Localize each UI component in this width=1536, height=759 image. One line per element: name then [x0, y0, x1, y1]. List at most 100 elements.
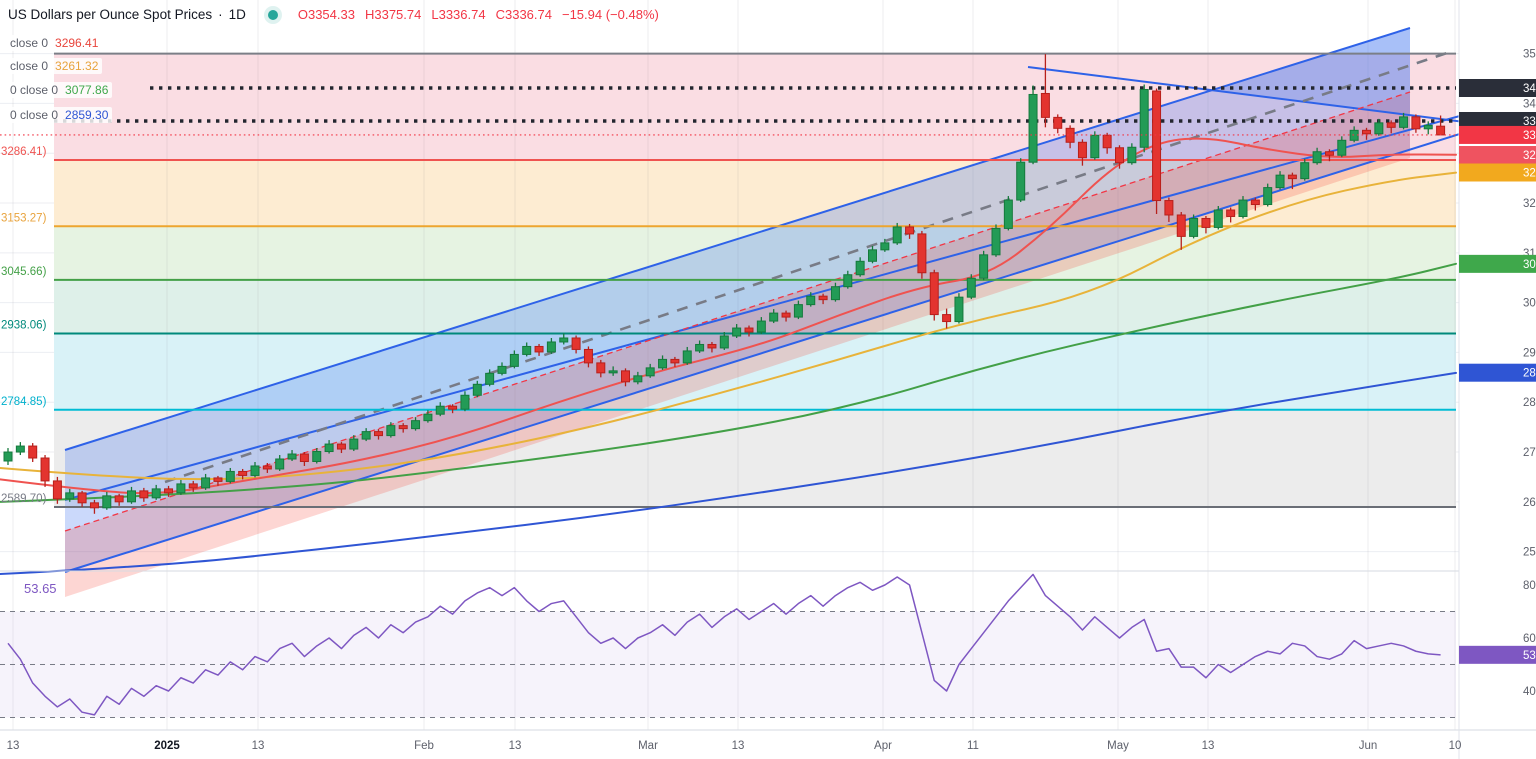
candle-up[interactable] — [769, 312, 779, 322]
candle-down[interactable] — [942, 314, 952, 323]
candle-down[interactable] — [929, 272, 939, 316]
candle-down[interactable] — [299, 453, 309, 462]
candle-up[interactable] — [1238, 199, 1248, 217]
candle-up[interactable] — [830, 286, 840, 301]
candle-up[interactable] — [485, 372, 495, 385]
candle-down[interactable] — [744, 327, 754, 333]
indicator-legend-row[interactable]: 0 close 0 3077.86 — [6, 82, 113, 98]
candle-down[interactable] — [139, 490, 149, 499]
candle-up[interactable] — [497, 365, 507, 374]
candle-down[interactable] — [238, 470, 248, 476]
candle-up[interactable] — [250, 465, 260, 476]
candle-up[interactable] — [349, 438, 359, 450]
candle-down[interactable] — [52, 480, 62, 500]
symbol-title[interactable]: US Dollars per Ounce Spot Prices — [8, 7, 213, 22]
candle-down[interactable] — [1287, 174, 1297, 180]
candle-up[interactable] — [386, 425, 396, 437]
candle-up[interactable] — [201, 477, 211, 489]
candle-down[interactable] — [336, 443, 346, 450]
candle-down[interactable] — [1152, 90, 1162, 202]
candle-up[interactable] — [423, 413, 433, 422]
interval-label[interactable]: 1D — [228, 7, 246, 22]
indicator-legend-row[interactable]: close 0 3296.41 — [6, 35, 103, 51]
candle-up[interactable] — [509, 353, 519, 367]
candle-up[interactable] — [1374, 122, 1384, 135]
candle-down[interactable] — [1176, 214, 1186, 237]
candle-up[interactable] — [991, 227, 1001, 256]
candle-up[interactable] — [65, 492, 75, 500]
candle-up[interactable] — [1028, 93, 1038, 163]
candle-down[interactable] — [89, 502, 99, 509]
candle-down[interactable] — [1164, 200, 1174, 216]
horizontal-level-lines[interactable] — [54, 52, 1456, 508]
candlestick-series[interactable] — [3, 54, 1446, 514]
candle-up[interactable] — [1189, 217, 1199, 237]
candle-down[interactable] — [621, 370, 630, 383]
candle-down[interactable] — [114, 495, 124, 503]
candle-up[interactable] — [1337, 139, 1347, 156]
candle-up[interactable] — [793, 304, 803, 318]
candle-down[interactable] — [1436, 125, 1446, 136]
candle-down[interactable] — [583, 348, 593, 364]
candle-down[interactable] — [534, 345, 544, 353]
candle-down[interactable] — [1053, 116, 1063, 129]
candle-up[interactable] — [1213, 209, 1223, 228]
rsi-pane[interactable] — [0, 570, 1536, 719]
candle-down[interactable] — [77, 492, 87, 504]
candle-down[interactable] — [905, 226, 915, 235]
candle-up[interactable] — [658, 358, 668, 369]
candle-up[interactable] — [880, 242, 890, 251]
candle-up[interactable] — [633, 375, 643, 383]
candle-up[interactable] — [102, 495, 112, 509]
candle-up[interactable] — [3, 451, 13, 462]
candle-down[interactable] — [1102, 134, 1112, 149]
candle-down[interactable] — [1324, 151, 1334, 156]
candle-up[interactable] — [15, 445, 25, 453]
candle-down[interactable] — [818, 295, 828, 301]
candle-up[interactable] — [966, 277, 976, 298]
candle-down[interactable] — [1077, 141, 1087, 159]
candle-up[interactable] — [559, 337, 569, 343]
candle-up[interactable] — [608, 370, 618, 374]
candle-up[interactable] — [1300, 162, 1310, 180]
candle-up[interactable] — [225, 470, 235, 482]
candle-up[interactable] — [1003, 199, 1013, 229]
candle-down[interactable] — [40, 457, 50, 482]
candle-up[interactable] — [1016, 161, 1026, 201]
candle-up[interactable] — [892, 226, 902, 244]
candle-down[interactable] — [1226, 209, 1236, 217]
candle-up[interactable] — [719, 335, 729, 349]
candle-down[interactable] — [707, 343, 717, 349]
candle-up[interactable] — [324, 443, 334, 453]
candle-down[interactable] — [28, 445, 38, 459]
candle-up[interactable] — [682, 350, 692, 364]
candle-up[interactable] — [312, 451, 322, 462]
candle-down[interactable] — [1250, 199, 1260, 206]
candle-up[interactable] — [127, 490, 136, 503]
candle-up[interactable] — [460, 394, 470, 410]
candle-up[interactable] — [843, 274, 853, 288]
candle-up[interactable] — [1275, 174, 1285, 189]
candle-up[interactable] — [868, 249, 877, 262]
candle-down[interactable] — [670, 358, 680, 364]
candle-up[interactable] — [1090, 134, 1100, 159]
candle-up[interactable] — [979, 254, 989, 279]
candle-down[interactable] — [1201, 217, 1211, 228]
candle-up[interactable] — [361, 431, 371, 440]
candle-up[interactable] — [275, 458, 285, 470]
candle-down[interactable] — [1386, 122, 1396, 128]
candle-up[interactable] — [855, 260, 865, 276]
candle-down[interactable] — [164, 488, 174, 494]
candle-down[interactable] — [1065, 127, 1075, 143]
candle-up[interactable] — [756, 320, 766, 333]
candle-down[interactable] — [596, 362, 606, 374]
candle-down[interactable] — [1115, 147, 1124, 164]
candle-up[interactable] — [1139, 88, 1149, 148]
candle-up[interactable] — [1399, 116, 1409, 128]
candle-up[interactable] — [954, 296, 964, 323]
candle-down[interactable] — [374, 431, 383, 437]
candle-up[interactable] — [522, 345, 532, 355]
candle-up[interactable] — [1312, 151, 1322, 164]
